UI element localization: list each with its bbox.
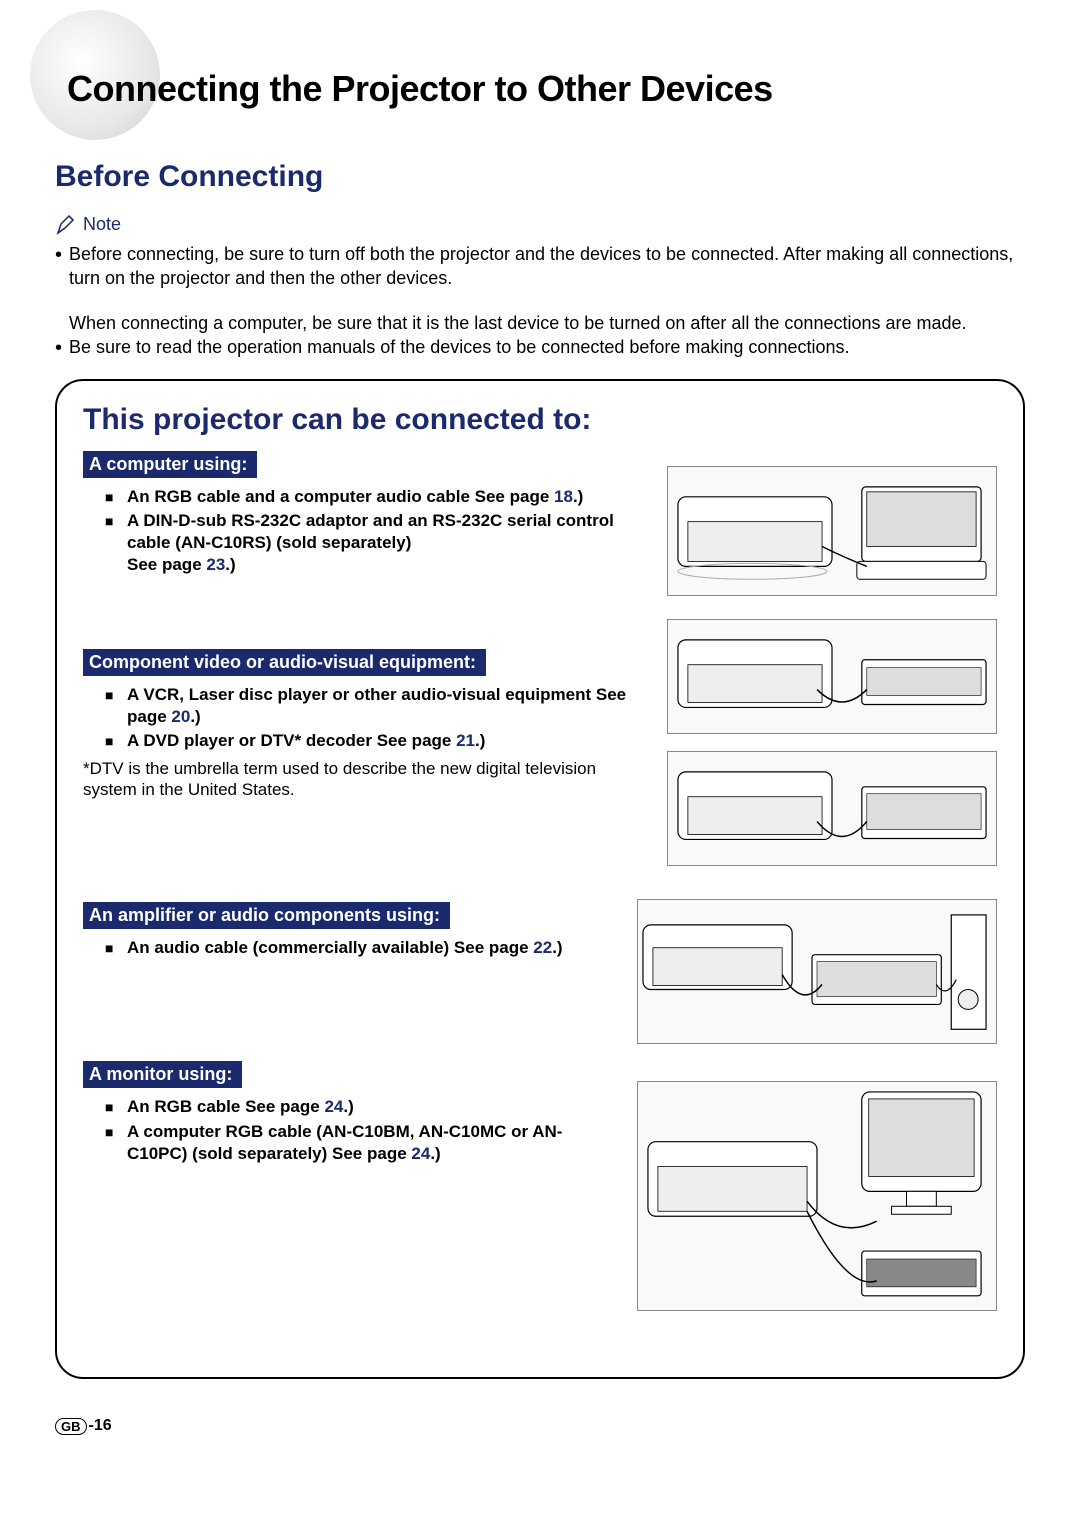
note-item-1b: When connecting a computer, be sure that… bbox=[55, 311, 1025, 335]
note-list: Before connecting, be sure to turn off b… bbox=[55, 242, 1025, 291]
list-component: A VCR, Laser disc player or other audio-… bbox=[83, 684, 643, 752]
illustration-monitor bbox=[637, 1081, 997, 1311]
note-item-2: Be sure to read the operation manuals of… bbox=[55, 335, 1025, 359]
page-footer: GB -16 bbox=[55, 1417, 1025, 1435]
box-title: This projector can be connected to: bbox=[83, 403, 997, 437]
illustration-vcr bbox=[667, 619, 997, 734]
page-number: -16 bbox=[89, 1417, 112, 1435]
illustration-computer bbox=[667, 466, 997, 596]
page-title: Connecting the Projector to Other Device… bbox=[67, 68, 1025, 110]
pencil-icon bbox=[55, 212, 79, 236]
note-list-2: Be sure to read the operation manuals of… bbox=[55, 335, 1025, 359]
component-footnote: *DTV is the umbrella term used to descri… bbox=[83, 758, 643, 801]
list-monitor: An RGB cable See page 24.) A computer RG… bbox=[83, 1096, 563, 1164]
illustration-dvd bbox=[667, 751, 997, 866]
connection-box: This projector can be connected to: bbox=[55, 379, 1025, 1379]
list-computer: An RGB cable and a computer audio cable … bbox=[83, 486, 643, 576]
component-item-2: A DVD player or DTV* decoder See page 21… bbox=[105, 730, 643, 752]
component-item-1: A VCR, Laser disc player or other audio-… bbox=[105, 684, 643, 728]
label-amplifier: An amplifier or audio components using: bbox=[83, 902, 450, 929]
section-heading: Before Connecting bbox=[55, 160, 1025, 194]
note-label-text: Note bbox=[83, 214, 121, 235]
note-label: Note bbox=[55, 212, 1025, 236]
monitor-item-2: A computer RGB cable (AN-C10BM, AN-C10MC… bbox=[105, 1121, 563, 1165]
list-amplifier: An audio cable (commercially available) … bbox=[83, 937, 643, 959]
label-component: Component video or audio-visual equipmen… bbox=[83, 649, 486, 676]
monitor-item-1: An RGB cable See page 24.) bbox=[105, 1096, 563, 1118]
computer-item-2: A DIN-D-sub RS-232C adaptor and an RS-23… bbox=[105, 510, 643, 576]
label-monitor: A monitor using: bbox=[83, 1061, 242, 1088]
label-computer: A computer using: bbox=[83, 451, 257, 478]
region-badge: GB bbox=[55, 1418, 87, 1435]
illustration-amplifier bbox=[637, 899, 997, 1044]
computer-item-1: An RGB cable and a computer audio cable … bbox=[105, 486, 643, 508]
note-item-1: Before connecting, be sure to turn off b… bbox=[55, 242, 1025, 291]
amplifier-item-1: An audio cable (commercially available) … bbox=[105, 937, 643, 959]
